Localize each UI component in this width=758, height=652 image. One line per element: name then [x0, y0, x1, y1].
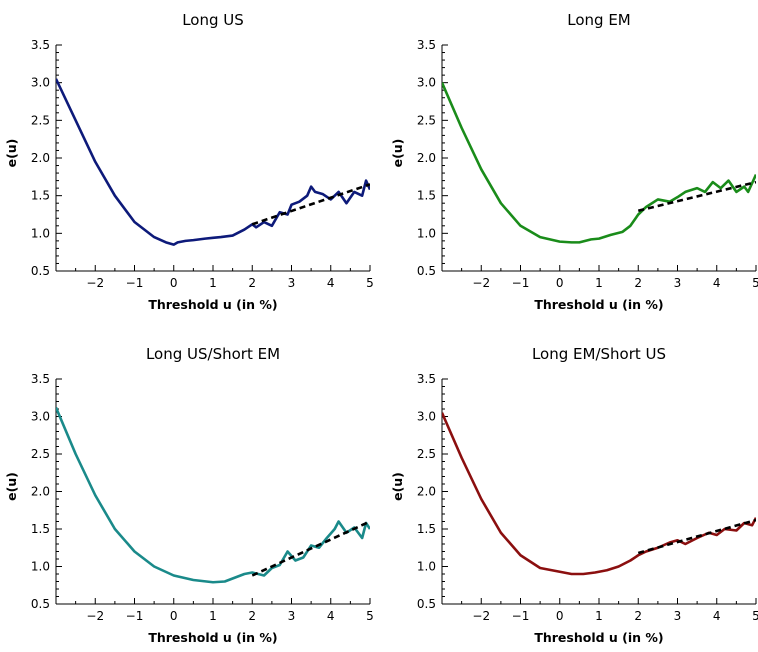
- chart-2-xtick-label: 2: [634, 276, 642, 290]
- chart-2-xtick-label: −1: [512, 276, 530, 290]
- chart-1-ytick-label: 2.5: [31, 113, 50, 127]
- chart-3-ytick-label: 1.5: [31, 522, 50, 536]
- chart-2-ytick-label: 3.5: [417, 38, 436, 52]
- chart-2-fit-line: [637, 180, 756, 212]
- chart-4-xtick-label: 3: [674, 609, 682, 623]
- chart-2-ytick-label: 0.5: [417, 264, 436, 278]
- chart-4-fit-line: [637, 518, 756, 555]
- chart-1-fit-line: [251, 183, 370, 226]
- chart-1-title: Long US: [182, 11, 244, 29]
- chart-3-ytick-label: 1.0: [31, 560, 50, 574]
- chart-2-xtick-label: 4: [713, 276, 721, 290]
- chart-4-ytick-label: 1.5: [417, 522, 436, 536]
- chart-2-series-line: [442, 82, 756, 244]
- chart-3-xtick-label: 1: [209, 609, 217, 623]
- chart-4-ytick-label: 3.0: [417, 410, 436, 424]
- chart-2-ytick-label: 2.5: [417, 113, 436, 127]
- chart-4-xtick-label: 5: [752, 609, 758, 623]
- chart-2-title: Long EM: [567, 11, 631, 29]
- chart-4-ytick-label: 2.5: [417, 447, 436, 461]
- chart-3-xlabel: Threshold u (in %): [148, 630, 277, 645]
- chart-3-title: Long US/Short EM: [146, 345, 280, 363]
- chart-3-ytick-label: 2.5: [31, 447, 50, 461]
- chart-1-series-line: [56, 78, 370, 246]
- chart-3-ytick-label: 0.5: [31, 597, 50, 611]
- chart-1-xtick-label: −1: [126, 276, 144, 290]
- chart-1-xtick-label: −2: [86, 276, 104, 290]
- chart-3-xtick-label: 5: [366, 609, 374, 623]
- chart-1-ytick-label: 3.5: [31, 38, 50, 52]
- chart-2-ytick-label: 1.5: [417, 189, 436, 203]
- chart-4-xtick-label: 2: [634, 609, 642, 623]
- chart-4-xtick-label: −1: [512, 609, 530, 623]
- chart-4-series-line: [442, 412, 756, 576]
- chart-3-xtick-label: 0: [170, 609, 178, 623]
- chart-4-ytick-label: 2.0: [417, 485, 436, 499]
- chart-3-xtick-label: −1: [126, 609, 144, 623]
- chart-2-xtick-label: 1: [595, 276, 603, 290]
- chart-1-xtick-label: 1: [209, 276, 217, 290]
- chart-4-ytick-label: 1.0: [417, 560, 436, 574]
- chart-3-series-line: [56, 406, 370, 584]
- chart-3-ytick-label: 2.0: [31, 485, 50, 499]
- chart-3-fit-line: [251, 520, 370, 577]
- chart-4-title: Long EM/Short US: [532, 345, 666, 363]
- chart-1-ylabel: e(u): [4, 139, 19, 168]
- chart-1-ytick-label: 1.0: [31, 226, 50, 240]
- chart-4-ylabel: e(u): [390, 472, 405, 501]
- chart-2-ytick-label: 1.0: [417, 226, 436, 240]
- chart-2-xtick-label: −2: [472, 276, 490, 290]
- chart-2-xtick-label: 0: [556, 276, 564, 290]
- chart-1-xlabel: Threshold u (in %): [148, 297, 277, 312]
- chart-1-xtick-label: 4: [327, 276, 335, 290]
- chart-2-xtick-label: 3: [674, 276, 682, 290]
- chart-1-xtick-label: 0: [170, 276, 178, 290]
- chart-4-xtick-label: 1: [595, 609, 603, 623]
- chart-3-ytick-label: 3.5: [31, 372, 50, 386]
- chart-3-xtick-label: −2: [86, 609, 104, 623]
- chart-3: Long US/Short EM −2 −1 0 1 2 3 4 5 0.5 1.0 1.5 2.0 2.…: [4, 345, 374, 645]
- chart-3-ytick-label: 3.0: [31, 410, 50, 424]
- chart-2-xtick-label: 5: [752, 276, 758, 290]
- chart-2-ylabel: e(u): [390, 139, 405, 168]
- chart-4-xlabel: Threshold u (in %): [534, 630, 663, 645]
- chart-2-ytick-label: 3.0: [417, 76, 436, 90]
- chart-4-xtick-label: 4: [713, 609, 721, 623]
- chart-1: Long US −2 −1 0 1 2 3 4 5 0.5 1.0 1.5 2.0 2.5 3.0 3.5 Th…: [4, 11, 374, 312]
- chart-4-xtick-label: 0: [556, 609, 564, 623]
- chart-3-xtick-label: 2: [248, 609, 256, 623]
- chart-3-ylabel: e(u): [4, 472, 19, 501]
- chart-1-xtick-label: 5: [366, 276, 374, 290]
- chart-1-xtick-label: 2: [248, 276, 256, 290]
- chart-4-xtick-label: −2: [472, 609, 490, 623]
- chart-3-xtick-label: 4: [327, 609, 335, 623]
- chart-2-ytick-label: 2.0: [417, 151, 436, 165]
- chart-1-ytick-label: 3.0: [31, 76, 50, 90]
- chart-1-ytick-label: 2.0: [31, 151, 50, 165]
- chart-2: Long EM −2 −1 0 1 2 3 4 5 0.5 1.0 1.5 2.0 2.5 3.0 3.5 Th…: [390, 11, 758, 312]
- chart-3-xtick-label: 3: [288, 609, 296, 623]
- chart-1-xtick-label: 3: [288, 276, 296, 290]
- chart-1-ytick-label: 1.5: [31, 189, 50, 203]
- chart-4: Long EM/Short US −2 −1 0 1 2 3 4 5 0.5 1.0 1.5 2.0 2.…: [390, 345, 758, 645]
- chart-1-ytick-label: 0.5: [31, 264, 50, 278]
- chart-4-ytick-label: 3.5: [417, 372, 436, 386]
- chart-4-ytick-label: 0.5: [417, 597, 436, 611]
- chart-2-xlabel: Threshold u (in %): [534, 297, 663, 312]
